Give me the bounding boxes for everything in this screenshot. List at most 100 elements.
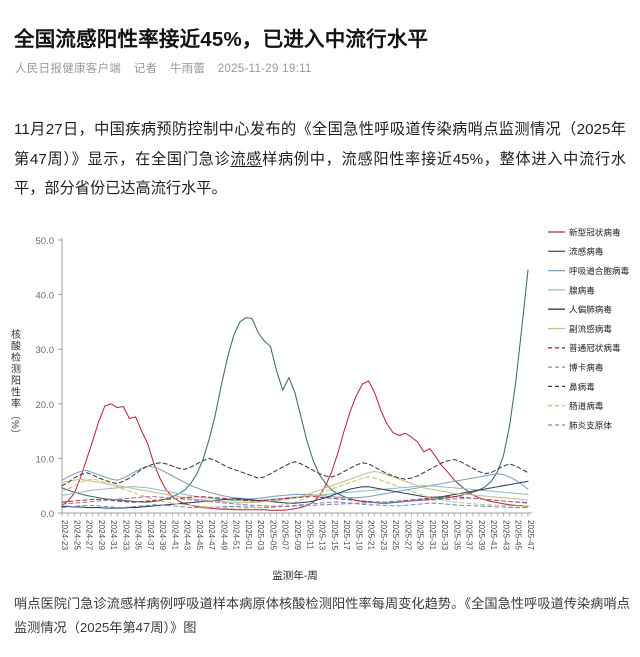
svg-text:性: 性 xyxy=(11,386,21,399)
x-axis-tick-label: 2025-25 xyxy=(391,520,400,550)
byline-datetime: 2025-11-29 19:11 xyxy=(217,63,312,75)
x-axis-tick-label: 2025-03 xyxy=(256,520,265,550)
x-axis-tick-label: 2025-13 xyxy=(318,520,327,550)
legend-label: 博卡病毒 xyxy=(569,362,604,373)
x-axis-tick-label: 2025-47 xyxy=(526,520,535,550)
legend-label: 呼吸道合胞病毒 xyxy=(569,265,630,276)
inline-link-influenza[interactable]: 流感 xyxy=(230,150,263,168)
x-axis-tick-label: 2025-37 xyxy=(465,520,474,550)
legend-label: 流感病毒 xyxy=(569,246,604,257)
y-axis-title: 核酸检测阳性率（%） xyxy=(9,328,21,439)
x-axis-tick-label: 2024-49 xyxy=(219,520,228,550)
x-axis-tick-label: 2024-25 xyxy=(72,520,81,550)
x-axis-tick-label: 2025-27 xyxy=(403,520,412,550)
svg-text:测: 测 xyxy=(11,363,21,376)
figure-caption: 哨点医院门急诊流感样病例呼吸道样本病原体核酸检测阳性率每周变化趋势。《全国急性呼… xyxy=(14,596,630,636)
legend-item-6[interactable]: 普通冠状病毒 xyxy=(548,342,621,353)
x-axis-tick-label: 2024-27 xyxy=(85,520,94,550)
legend-item-5[interactable]: 副流感病毒 xyxy=(548,323,612,334)
y-axis-tick-label: 40.0 xyxy=(36,291,55,302)
x-axis-tick-label: 2025-11 xyxy=(305,520,314,550)
body-text-part1: 11月27日，中国疾病预防控制中心发布的《全国急性呼吸道传染病哨点监测情况（20… xyxy=(14,121,626,168)
legend-item-9[interactable]: 肠道病毒 xyxy=(548,400,604,411)
legend-item-3[interactable]: 腺病毒 xyxy=(548,284,595,295)
x-axis-title: 监测年-周 xyxy=(272,569,318,580)
x-axis-tick-label: 2025-35 xyxy=(452,520,461,550)
page-title: 全国流感阳性率接近45%，已进入中流行水平 xyxy=(14,27,429,51)
x-axis-tick-label: 2024-51 xyxy=(232,520,241,550)
x-axis-tick-label: 2025-33 xyxy=(440,520,449,550)
x-axis-tick-label: 2025-43 xyxy=(501,520,510,550)
series-line-8 xyxy=(61,457,529,487)
x-axis-tick-label: 2025-39 xyxy=(477,520,486,550)
legend-item-7[interactable]: 博卡病毒 xyxy=(548,362,604,373)
x-axis-tick-label: 2025-05 xyxy=(268,520,277,550)
body-text-part2: 样病例中，流感阳性率接近45%，整体进入中流行水平，部分省份已达高流行水平。 xyxy=(14,150,627,198)
legend-label: 副流感病毒 xyxy=(569,323,612,334)
y-axis-tick-label: 20.0 xyxy=(36,400,55,411)
series-line-6 xyxy=(61,496,529,504)
byline: 人民日报健康客户端 记者 牛雨蕾 2025-11-29 19:11 xyxy=(15,60,321,76)
legend-label: 鼻病毒 xyxy=(569,381,595,392)
svg-text:（%）: （%） xyxy=(9,410,21,439)
series-line-0 xyxy=(61,380,529,511)
x-axis-tick-label: 2024-33 xyxy=(121,520,130,550)
series-line-10 xyxy=(61,496,529,507)
svg-text:酸: 酸 xyxy=(11,340,21,353)
legend-item-2[interactable]: 呼吸道合胞病毒 xyxy=(548,265,630,276)
article-body: 11月27日，中国疾病预防控制中心发布的《全国急性呼吸道传染病哨点监测情况（20… xyxy=(14,115,626,204)
x-axis-tick-label: 2025-15 xyxy=(330,520,339,550)
x-axis-tick-label: 2025-45 xyxy=(514,520,523,550)
x-axis-tick-label: 2025-09 xyxy=(293,520,302,550)
legend-label: 腺病毒 xyxy=(569,284,595,295)
legend-item-4[interactable]: 人偏肺病毒 xyxy=(548,304,612,315)
byline-source: 人民日报健康客户端 xyxy=(15,63,122,75)
svg-text:检: 检 xyxy=(11,351,21,364)
svg-text:阳: 阳 xyxy=(11,375,21,387)
x-axis-tick-label: 2025-21 xyxy=(367,520,376,550)
x-axis-tick-label: 2024-37 xyxy=(146,520,155,550)
legend-item-10[interactable]: 肺炎支原体 xyxy=(548,419,612,430)
legend-item-8[interactable]: 鼻病毒 xyxy=(548,381,595,392)
svg-text:核: 核 xyxy=(11,328,21,341)
x-axis-tick-label: 2024-43 xyxy=(183,520,192,550)
legend-label: 普通冠状病毒 xyxy=(569,342,621,353)
chart-figure: 0.0 10.0 20.0 30.0 40.0 50.0 核酸检测阳性率（%） 2024-23… xyxy=(0,218,640,580)
x-axis-tick-label: 2024-47 xyxy=(207,520,216,550)
byline-author: 牛雨蕾 xyxy=(169,63,206,75)
x-axis-tick-label: 2025-19 xyxy=(354,520,363,550)
x-axis-tick-label: 2024-31 xyxy=(109,520,118,550)
series-line-7 xyxy=(61,501,529,509)
x-axis-tick-label: 2024-23 xyxy=(60,520,69,550)
x-axis-tick-label: 2025-07 xyxy=(281,520,290,550)
x-axis-tick-label: 2025-01 xyxy=(244,520,253,550)
series-line-2 xyxy=(61,465,529,500)
y-axis-tick-label: 0.0 xyxy=(41,509,54,520)
x-axis-tick-label: 2024-35 xyxy=(134,520,143,550)
series-line-1 xyxy=(61,269,529,504)
svg-text:率: 率 xyxy=(11,397,21,410)
byline-role: 记者 xyxy=(133,63,158,75)
series-line-4 xyxy=(61,480,529,509)
y-axis-tick-label: 30.0 xyxy=(36,345,55,356)
y-axis-tick-label: 10.0 xyxy=(36,454,55,465)
legend-label: 肺炎支原体 xyxy=(569,419,612,430)
legend-item-1[interactable]: 流感病毒 xyxy=(548,246,604,257)
series-line-3 xyxy=(61,485,529,502)
x-axis-tick-label: 2025-31 xyxy=(428,520,437,550)
x-axis-tick-label: 2025-29 xyxy=(416,520,425,550)
legend-label: 新型冠状病毒 xyxy=(569,226,621,237)
legend-label: 肠道病毒 xyxy=(569,400,604,411)
positivity-rate-line-chart: 0.0 10.0 20.0 30.0 40.0 50.0 核酸检测阳性率（%） 2024-23… xyxy=(9,226,630,580)
x-axis-tick-label: 2025-17 xyxy=(342,520,351,550)
legend-label: 人偏肺病毒 xyxy=(569,304,612,315)
x-axis-tick-label: 2025-41 xyxy=(489,520,498,550)
x-axis-tick-label: 2024-39 xyxy=(158,520,167,550)
series-line-9 xyxy=(61,476,529,509)
legend-item-0[interactable]: 新型冠状病毒 xyxy=(548,226,621,237)
x-axis-tick-label: 2025-23 xyxy=(379,520,388,550)
x-axis-tick-label: 2024-41 xyxy=(170,520,179,550)
y-axis-tick-label: 50.0 xyxy=(36,236,55,247)
x-axis-tick-label: 2024-29 xyxy=(97,520,106,550)
